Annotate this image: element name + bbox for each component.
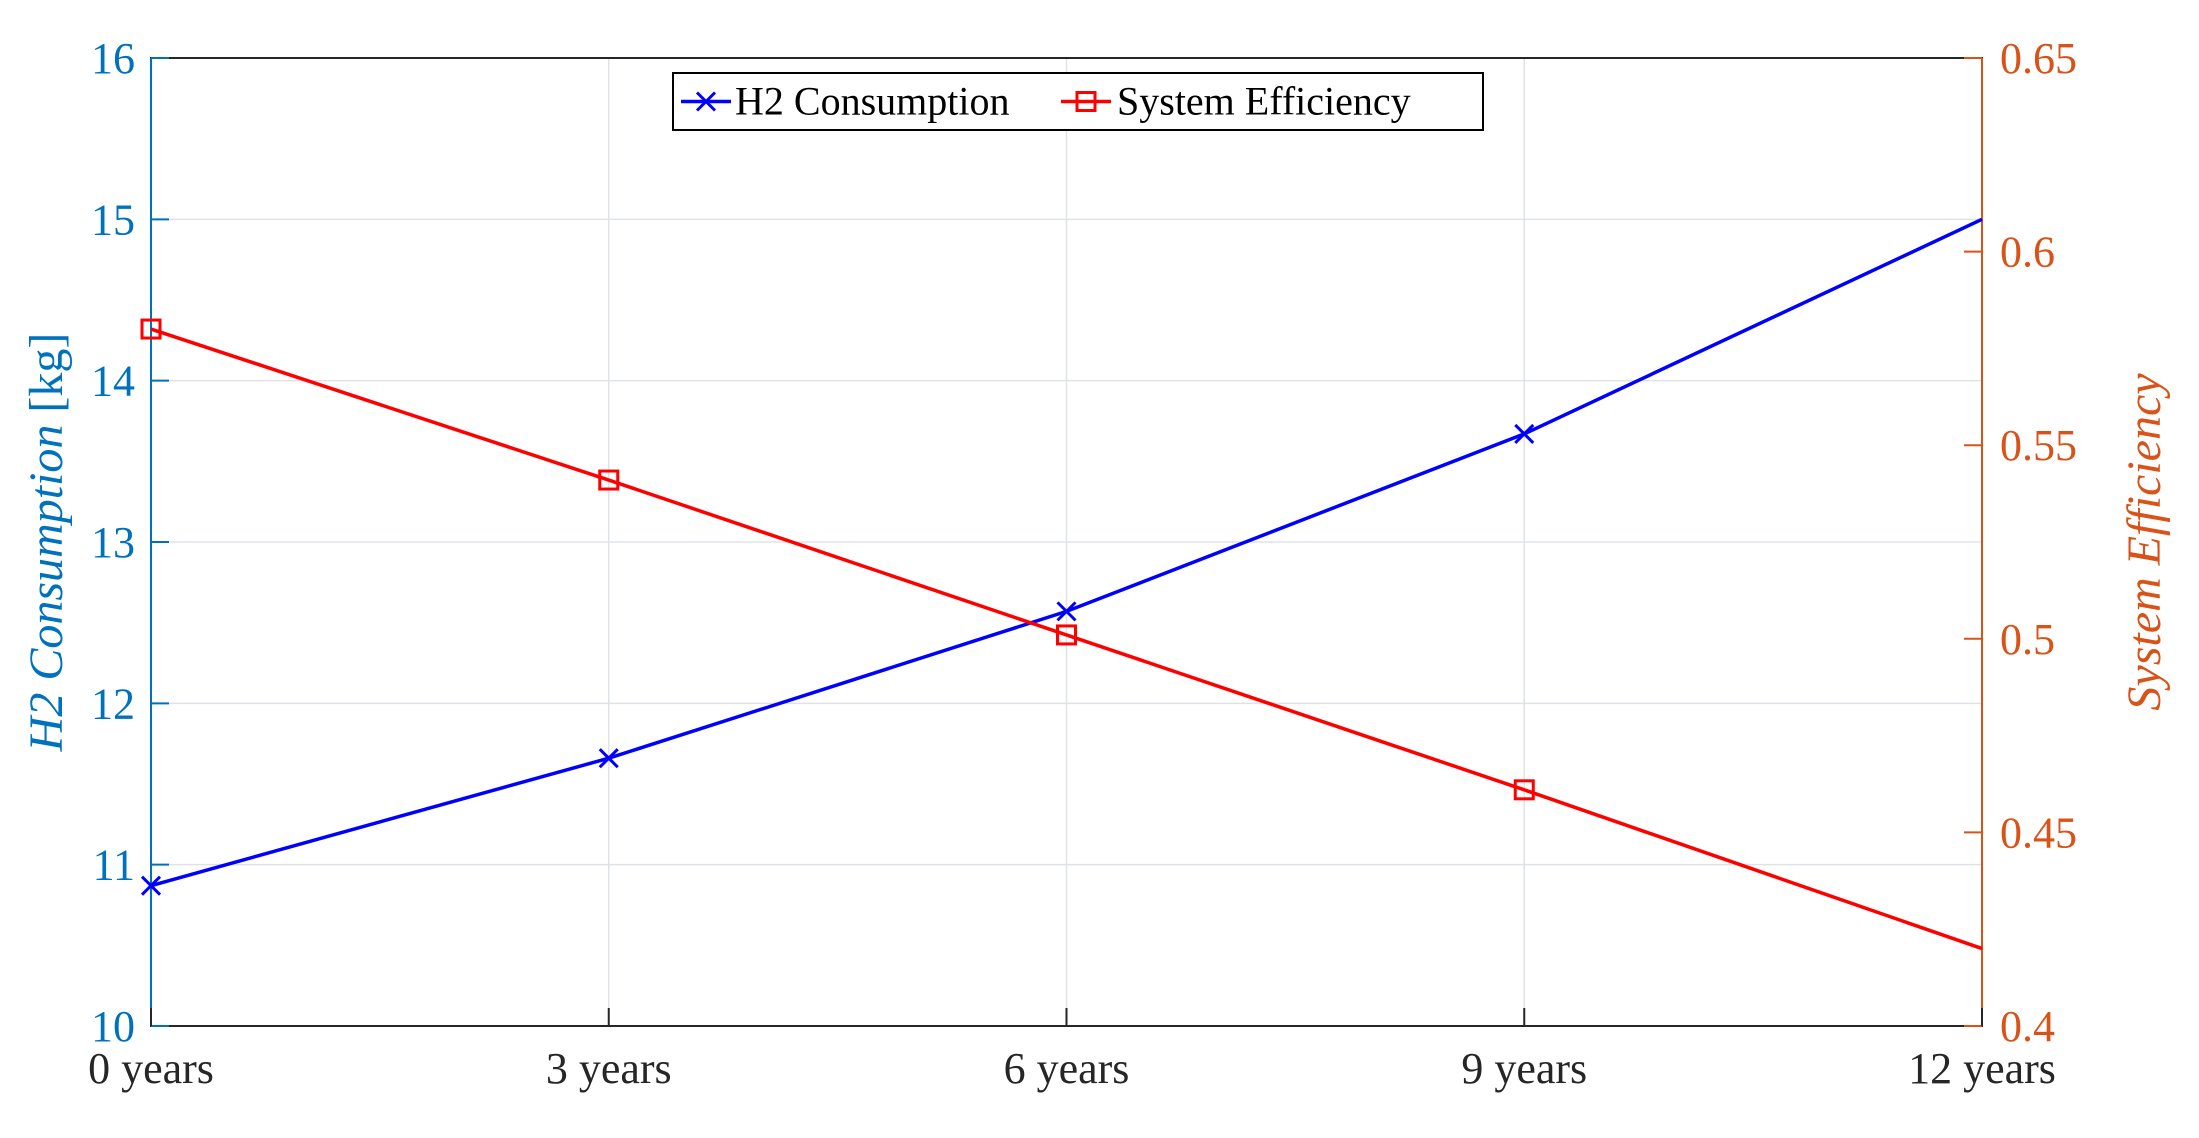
legend-marker-h2-consumption — [695, 91, 717, 112]
data-point-marker-stroke — [598, 748, 619, 769]
data-point-marker — [1056, 624, 1077, 646]
left-axis-label: H2 Consumption [kg] — [20, 333, 73, 753]
legend-items — [681, 91, 1111, 112]
series-layer — [140, 217, 1983, 951]
right-tick-label: 0.6 — [2000, 228, 2055, 277]
data-point-marker — [598, 748, 619, 769]
x-tick-label: 9 years — [1461, 1044, 1587, 1093]
left-tick-label: 14 — [91, 357, 135, 406]
x-tick-label: 0 years — [88, 1044, 214, 1093]
data-point-marker — [1056, 601, 1077, 622]
right-tick-label: 0.45 — [2000, 808, 2077, 857]
left-tick-label: 16 — [91, 34, 135, 83]
data-point-marker-stroke — [140, 875, 162, 896]
left-y-axis: 10 11 12 13 14 15 16 — [91, 34, 169, 1051]
data-point-marker — [1513, 779, 1535, 801]
right-tick-label: 0.4 — [2000, 1002, 2055, 1051]
x-tick-label: 6 years — [1004, 1044, 1130, 1093]
left-tick-label: 10 — [91, 1002, 135, 1051]
legend-label-system-efficiency: System Efficiency — [1117, 79, 1411, 124]
data-point-marker — [598, 469, 620, 491]
legend: H2 Consumption System Efficiency — [672, 72, 1484, 131]
left-tick-label: 13 — [91, 518, 135, 567]
left-tick-label: 11 — [93, 841, 135, 890]
data-point-marker — [140, 875, 162, 896]
series-system-efficiency — [140, 318, 1983, 951]
right-y-axis: 0.4 0.45 0.5 0.55 0.6 0.65 — [1964, 34, 2077, 1051]
left-tick-label: 12 — [91, 679, 135, 728]
series-h2-consumption — [140, 217, 1983, 896]
legend-marker-system-efficiency — [1075, 91, 1097, 112]
data-point-marker — [1514, 423, 1535, 444]
series-line — [150, 327, 1983, 951]
right-tick-label: 0.5 — [2000, 615, 2055, 664]
left-tick-label: 15 — [91, 195, 135, 244]
x-axis: 0 years 3 years 6 years 9 years 12 years — [88, 1008, 2056, 1093]
grid-lines — [151, 58, 1982, 1026]
legend-label-h2-consumption: H2 Consumption — [735, 79, 1009, 124]
left-axis-label-unit: [kg] — [20, 333, 73, 425]
x-tick-label: 3 years — [546, 1044, 672, 1093]
data-point-marker-stroke — [1514, 423, 1535, 444]
data-point-marker — [140, 318, 162, 340]
data-point-marker-stroke — [1056, 601, 1077, 622]
legend-marker-h2-consumption-stroke — [695, 91, 717, 112]
right-tick-label: 0.55 — [2000, 421, 2077, 470]
x-tick-label: 12 years — [1908, 1044, 2056, 1093]
right-axis-label: System Efficiency — [2118, 373, 2171, 711]
right-tick-label: 0.65 — [2000, 34, 2077, 83]
left-axis-label-main: H2 Consumption — [20, 425, 73, 753]
